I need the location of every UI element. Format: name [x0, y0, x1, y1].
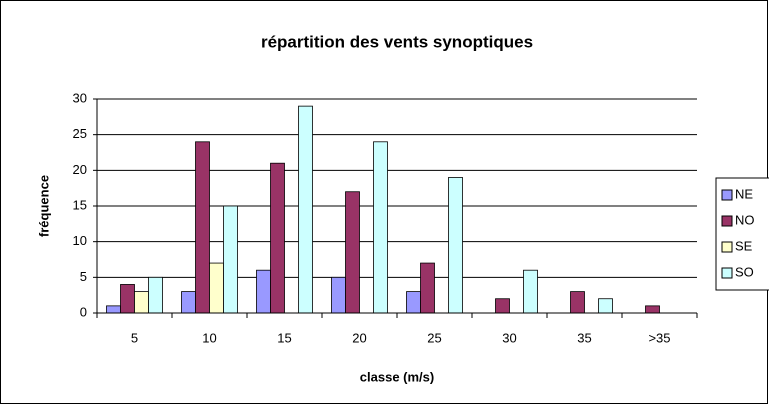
x-tick-label: 25 — [427, 330, 441, 345]
bar — [645, 305, 660, 314]
bar — [406, 291, 421, 314]
x-tick-label: 35 — [577, 330, 591, 345]
legend-label: SE — [735, 238, 753, 253]
bar — [120, 284, 135, 314]
bar — [195, 141, 210, 314]
y-tick-label: 30 — [73, 90, 87, 105]
bar — [298, 105, 313, 314]
y-tick-label: 15 — [73, 197, 87, 212]
bar — [134, 291, 149, 314]
x-tick-label: 20 — [352, 330, 366, 345]
y-tick-label: 25 — [73, 126, 87, 141]
bar — [331, 276, 346, 314]
bar — [148, 276, 163, 314]
bar — [598, 298, 613, 314]
legend-swatch — [721, 267, 733, 279]
bar — [373, 141, 388, 314]
bar — [345, 191, 360, 314]
legend-label: SO — [735, 264, 754, 279]
bar — [270, 162, 285, 314]
legend-swatch — [721, 215, 733, 227]
legend-swatch — [721, 241, 733, 253]
x-axis-title: classe (m/s) — [360, 369, 434, 384]
bar — [106, 305, 121, 314]
y-axis-title: fréquence — [36, 175, 51, 237]
bar — [420, 262, 435, 314]
legend-label: NO — [735, 212, 755, 227]
x-tick-label: 5 — [131, 330, 138, 345]
bar — [523, 269, 538, 314]
bar — [181, 291, 196, 314]
x-tick-label: 30 — [502, 330, 516, 345]
y-tick-label: 20 — [73, 162, 87, 177]
bar — [495, 298, 510, 314]
legend-label: NE — [735, 186, 753, 201]
x-tick-label: 10 — [202, 330, 216, 345]
x-tick-label: >35 — [648, 330, 670, 345]
y-tick-label: 10 — [73, 233, 87, 248]
chart-title: répartition des vents synoptiques — [261, 32, 533, 51]
legend-swatch — [721, 189, 733, 201]
bar — [209, 262, 224, 314]
bar — [223, 205, 238, 314]
x-tick-label: 15 — [277, 330, 291, 345]
bar — [448, 177, 463, 314]
bar — [570, 291, 585, 314]
y-tick-label: 5 — [80, 269, 87, 284]
bar — [256, 269, 271, 314]
y-tick-label: 0 — [80, 304, 87, 319]
